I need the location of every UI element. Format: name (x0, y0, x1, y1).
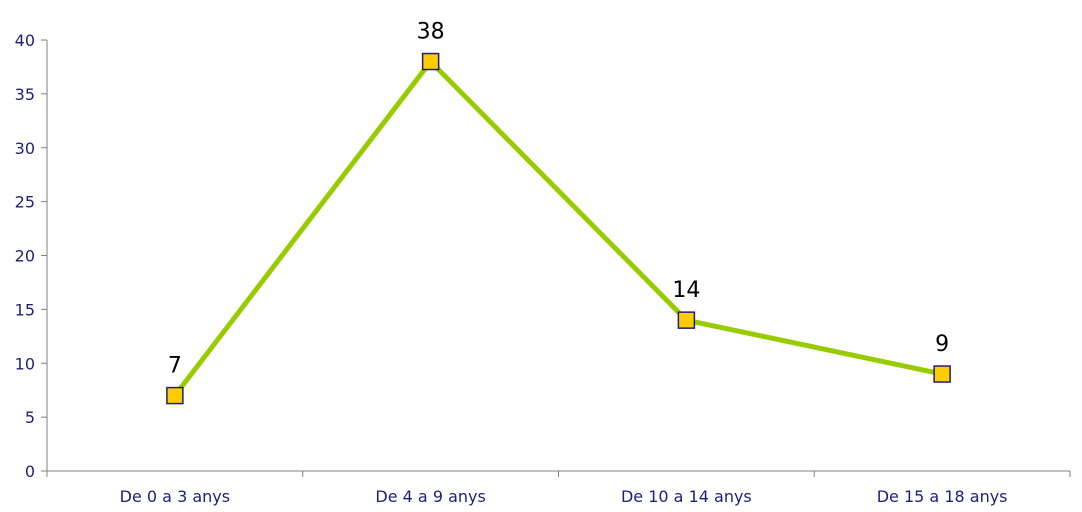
x-category-label: De 10 a 14 anys (621, 487, 752, 506)
data-label: 7 (168, 354, 182, 379)
y-tick-label: 15 (15, 300, 35, 319)
series-layer (166, 52, 951, 405)
x-category-label: De 15 a 18 anys (877, 487, 1008, 506)
x-axis-categories: De 0 a 3 anys De 4 a 9 anys De 10 a 14 any… (46, 471, 1071, 506)
data-point-marker (421, 52, 440, 71)
data-point-marker (166, 386, 184, 405)
y-tick-label: 30 (15, 139, 35, 158)
data-point-marker (933, 365, 951, 383)
y-tick-label: 20 (15, 247, 35, 266)
y-tick-label: 35 (15, 85, 35, 104)
y-tick-label: 0 (25, 462, 35, 481)
data-labels: 7 38 14 9 (168, 20, 949, 379)
series-line (172, 57, 943, 398)
data-point-marker (677, 311, 696, 329)
y-tick-label: 40 (15, 31, 35, 50)
data-label: 38 (417, 20, 445, 45)
y-tick-label: 10 (15, 354, 35, 373)
y-tick-label: 5 (25, 408, 35, 427)
axes (46, 40, 1070, 472)
y-tick-label: 25 (15, 193, 35, 212)
x-category-label: De 0 a 3 anys (120, 487, 230, 506)
data-label: 14 (672, 278, 700, 303)
data-label: 9 (935, 332, 949, 357)
y-axis-ticks: 0 5 10 15 20 25 30 35 40 (15, 31, 47, 481)
x-category-label: De 4 a 9 anys (375, 487, 485, 506)
